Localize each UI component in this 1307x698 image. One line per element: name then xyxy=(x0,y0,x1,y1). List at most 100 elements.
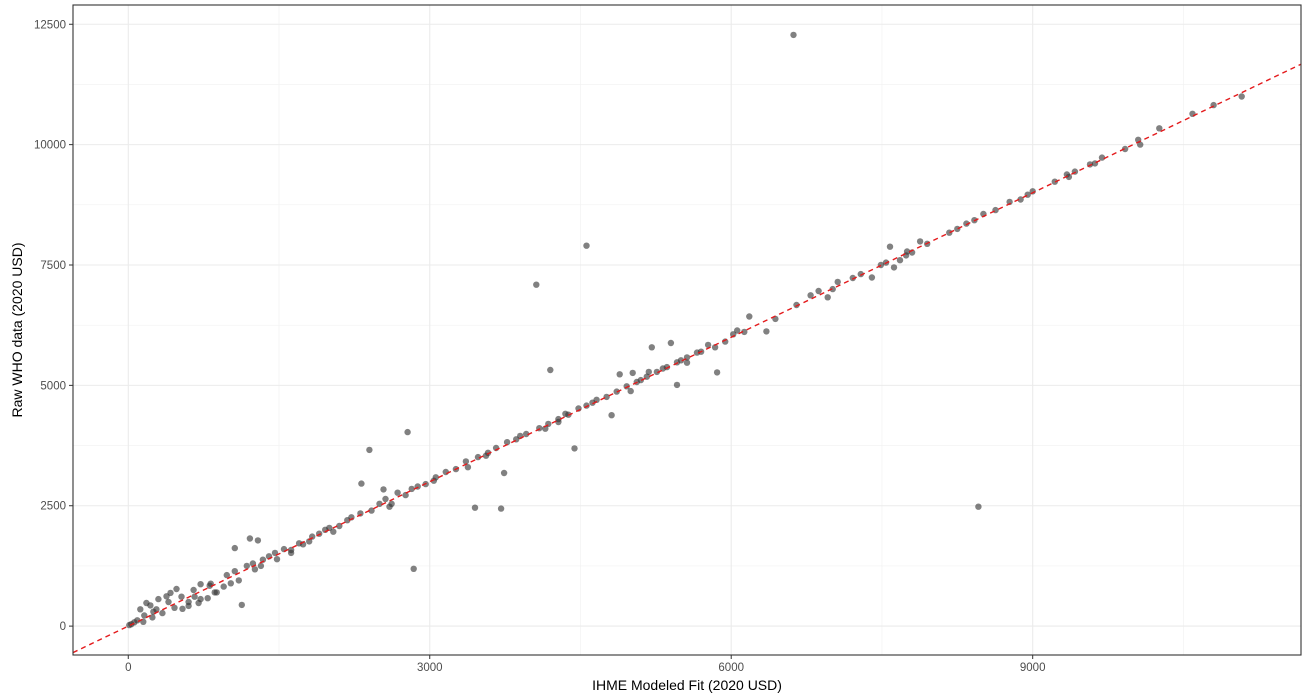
x-tick-label: 3000 xyxy=(417,662,443,674)
data-point xyxy=(683,359,691,366)
data-point xyxy=(608,412,615,419)
data-point xyxy=(503,439,511,446)
data-point xyxy=(857,270,864,278)
data-point xyxy=(231,544,238,552)
data-point xyxy=(890,264,898,271)
data-point xyxy=(404,428,411,436)
data-point xyxy=(306,538,313,545)
data-point xyxy=(571,445,578,452)
data-point xyxy=(257,562,265,570)
x-axis-title: IHME Modeled Fit (2020 USD) xyxy=(592,677,782,693)
data-point xyxy=(220,583,227,590)
data-point xyxy=(589,399,596,406)
data-point xyxy=(223,571,230,579)
data-point xyxy=(1006,198,1013,206)
data-point xyxy=(946,229,953,236)
data-point xyxy=(227,580,234,587)
data-point xyxy=(616,371,623,378)
data-point xyxy=(562,410,569,417)
data-point xyxy=(474,453,482,461)
data-point xyxy=(126,621,133,629)
data-point xyxy=(653,368,661,376)
data-point xyxy=(173,585,180,593)
axes: 0 3000 6000 9000 0 2500 5000 7500 10000 12500 xyxy=(34,19,1045,674)
data-point xyxy=(711,344,719,351)
data-point xyxy=(185,598,192,606)
data-point xyxy=(1065,173,1073,181)
data-point xyxy=(386,503,393,510)
y-tick-label: 5000 xyxy=(40,380,66,392)
y-tick-label: 12500 xyxy=(34,19,66,31)
data-point xyxy=(484,449,492,456)
data-points xyxy=(126,31,1245,629)
data-point xyxy=(1238,93,1245,100)
data-point xyxy=(211,589,218,596)
data-point xyxy=(204,595,211,602)
data-point xyxy=(648,344,655,351)
data-point xyxy=(829,285,836,293)
y-tick-label: 10000 xyxy=(34,140,66,152)
data-point xyxy=(954,225,961,233)
data-point xyxy=(259,556,267,563)
y-axis-title: Raw WHO data (2020 USD) xyxy=(9,242,25,417)
data-point xyxy=(1189,110,1196,118)
data-point xyxy=(344,517,351,524)
data-point xyxy=(734,327,741,334)
data-point xyxy=(408,485,415,493)
data-point xyxy=(471,504,479,511)
data-point xyxy=(815,287,822,295)
data-point xyxy=(547,366,554,374)
data-point xyxy=(191,593,198,600)
data-point xyxy=(1156,125,1163,132)
data-point xyxy=(358,480,365,487)
data-point xyxy=(464,464,472,471)
data-point xyxy=(667,339,675,347)
data-point xyxy=(704,341,712,349)
data-point xyxy=(603,393,610,401)
reference-line-layer xyxy=(72,63,1302,654)
data-point xyxy=(793,301,800,309)
data-point xyxy=(645,368,652,376)
data-point xyxy=(746,313,753,320)
data-point xyxy=(190,586,197,594)
data-point xyxy=(147,602,154,609)
data-point xyxy=(896,257,904,264)
data-point xyxy=(1137,141,1144,148)
data-point xyxy=(497,505,505,512)
data-point xyxy=(150,608,157,615)
data-point xyxy=(254,537,262,544)
data-point xyxy=(713,369,721,376)
reference-line xyxy=(72,63,1302,654)
data-point xyxy=(963,220,970,227)
data-point xyxy=(834,278,841,286)
data-point xyxy=(165,598,172,606)
data-point xyxy=(246,535,254,542)
grid-lines xyxy=(73,5,1301,655)
data-point xyxy=(1017,196,1024,203)
data-point xyxy=(555,418,562,426)
data-point xyxy=(523,430,530,438)
data-point xyxy=(975,503,982,510)
data-point xyxy=(179,605,186,612)
data-point xyxy=(243,562,250,570)
data-point xyxy=(430,477,437,484)
data-point xyxy=(368,507,375,514)
data-point xyxy=(195,599,202,607)
data-point xyxy=(382,495,389,503)
data-point xyxy=(824,294,831,301)
data-point xyxy=(462,458,470,465)
data-point xyxy=(235,577,242,584)
data-point xyxy=(807,292,814,299)
data-point xyxy=(394,489,401,496)
data-point xyxy=(500,469,508,477)
data-point xyxy=(155,595,162,603)
data-point xyxy=(287,549,295,557)
data-point xyxy=(137,606,144,613)
data-point xyxy=(627,387,634,395)
data-point xyxy=(231,568,238,575)
data-point xyxy=(886,243,894,250)
data-point xyxy=(637,376,644,384)
data-point xyxy=(916,238,924,245)
